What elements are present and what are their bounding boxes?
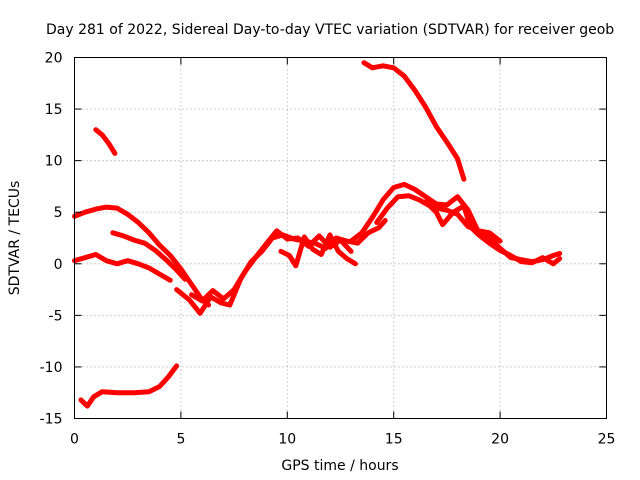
plot-area (72, 60, 563, 409)
y-tick-label: 0 (54, 257, 63, 273)
x-axis-label: GPS time / hours (281, 458, 398, 474)
series-arc-mid-3 (278, 232, 358, 269)
series-arc-0 (72, 252, 173, 283)
x-tick-label: 20 (491, 432, 509, 448)
x-tick-label: 0 (70, 432, 79, 448)
x-tick-label: 5 (176, 432, 185, 448)
y-tick-label: 5 (54, 205, 63, 221)
plot-frame (74, 57, 607, 419)
x-tick-label: 15 (385, 432, 403, 448)
series-arc-hump-2 (374, 193, 563, 267)
y-tick-label: 20 (45, 51, 63, 67)
series-arc-hump-3 (423, 199, 503, 244)
series-arc-lower-left (78, 363, 180, 409)
series-arc-5 (72, 204, 212, 308)
y-tick-label: 10 (45, 154, 63, 170)
series-arc-top-right (361, 60, 467, 182)
y-tick-label: -10 (40, 360, 63, 376)
y-axis-label: SDTVAR / TECUs (7, 181, 23, 296)
y-tick-label: -15 (40, 412, 63, 428)
axis-ticks (74, 57, 607, 419)
gridlines (74, 57, 607, 419)
y-tick-label: -5 (49, 308, 63, 324)
x-tick-labels: 0 5 10 15 20 25 (70, 432, 615, 448)
x-tick-label: 25 (598, 432, 616, 448)
series-arc-3 (110, 230, 188, 282)
y-tick-labels: -15 -10 -5 0 5 10 15 20 (40, 51, 63, 428)
series-arc-upper-left (93, 127, 118, 156)
y-tick-label: 15 (45, 102, 63, 118)
chart-title: Day 281 of 2022, Sidereal Day-to-day VTE… (46, 22, 614, 38)
x-tick-label: 10 (278, 432, 296, 448)
